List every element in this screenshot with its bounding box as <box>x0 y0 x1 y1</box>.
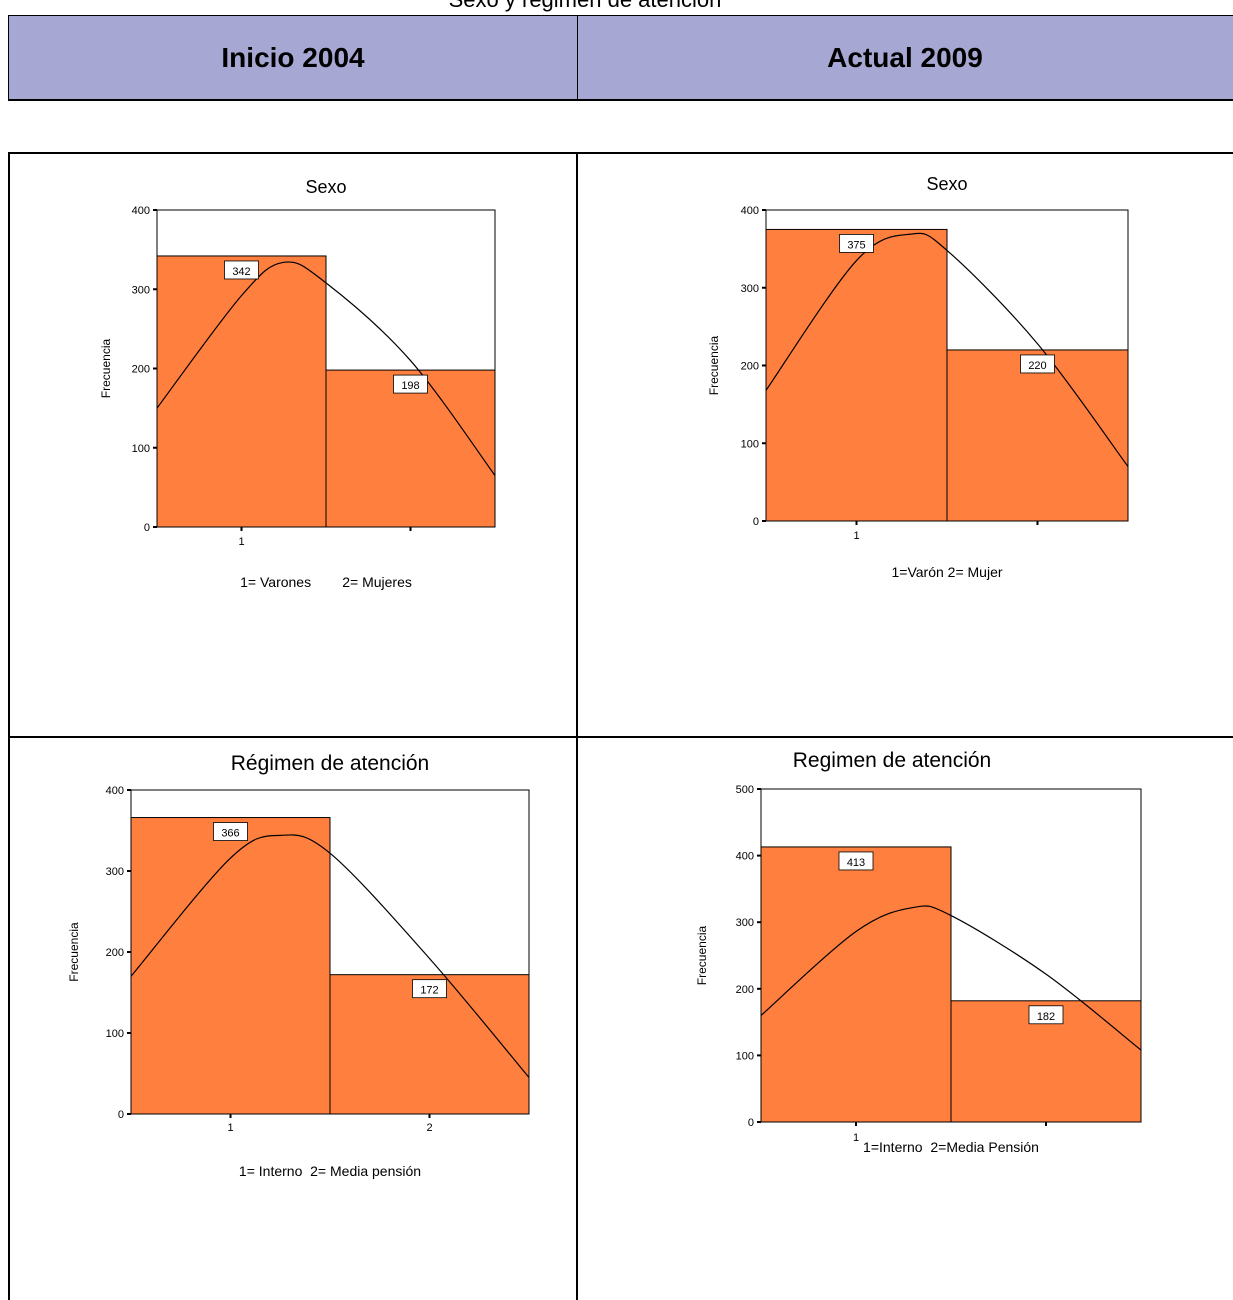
data-label-4-2: 182 <box>1037 1011 1055 1023</box>
bar-2-1 <box>765 228 948 522</box>
y-tick-label-2-300: 300 <box>741 283 759 295</box>
chart-title-2: Sexo <box>926 174 967 194</box>
bar-3-1 <box>130 817 331 1115</box>
data-label-1-2: 198 <box>401 380 419 392</box>
data-label-box-1-1 <box>224 260 259 280</box>
x-axis-label-3: 1= Interno 2= Media pensión <box>239 1163 421 1179</box>
y-tick-label-1-0: 0 <box>144 522 150 534</box>
grid-left-border <box>8 154 10 1300</box>
header-actual-2009: Actual 2009 <box>827 41 983 73</box>
data-label-2-1: 375 <box>847 239 865 251</box>
data-label-4-1: 413 <box>847 857 865 869</box>
x-tick-label-4-1: 1 <box>853 1132 859 1144</box>
x-axis-label-1: 1= Varones 2= Mujeres <box>240 574 412 590</box>
data-label-2-2: 220 <box>1028 360 1046 372</box>
period-header: Inicio 2004 Actual 2009 <box>8 15 1233 101</box>
y-tick-label-1-300: 300 <box>132 284 150 296</box>
y-tick-label-4-200: 200 <box>736 984 754 996</box>
chart-title-3: Régimen de atención <box>231 752 429 775</box>
bar-1-1 <box>156 255 327 528</box>
data-label-3-1: 366 <box>221 828 239 840</box>
normal-curve-1 <box>156 261 496 476</box>
y-tick-label-4-300: 300 <box>736 917 754 929</box>
data-label-box-2-2 <box>1020 354 1055 374</box>
page-title: Sexo y régimen de atención <box>0 0 1170 13</box>
x-tick-label-1-1: 1 <box>238 536 244 548</box>
data-label-box-3-2 <box>412 979 447 999</box>
y-tick-label-2-200: 200 <box>741 361 759 373</box>
grid-center-divider <box>576 154 578 1300</box>
y-tick-label-2-400: 400 <box>741 205 759 217</box>
normal-curve-2 <box>765 232 1129 467</box>
y-axis-label-3: Frecuencia <box>67 922 81 982</box>
charts-grid <box>8 152 1233 1300</box>
data-label-box-2-1 <box>839 234 874 253</box>
y-tick-label-3-100: 100 <box>106 1028 124 1040</box>
y-axis-label-2: Frecuencia <box>707 336 721 396</box>
grid-middle-divider <box>8 736 1233 738</box>
bar-1-2 <box>325 369 496 528</box>
y-tick-label-4-400: 400 <box>736 851 754 863</box>
chart-title-4: Regimen de atención <box>793 749 991 772</box>
data-label-1-1: 342 <box>232 266 250 278</box>
data-label-box-3-1 <box>213 822 248 841</box>
y-tick-label-3-0: 0 <box>118 1109 124 1121</box>
data-label-box-1-2 <box>393 374 428 394</box>
chart-title-1: Sexo <box>305 177 346 197</box>
y-tick-label-3-300: 300 <box>106 866 124 878</box>
bar-4-1 <box>760 846 952 1123</box>
y-axis-label-1: Frecuencia <box>99 339 113 399</box>
x-tick-label-3-2: 2 <box>426 1122 432 1134</box>
header-inicio-2004: Inicio 2004 <box>8 16 578 99</box>
y-tick-label-2-0: 0 <box>753 516 759 528</box>
y-tick-label-4-500: 500 <box>736 784 754 796</box>
y-tick-label-4-100: 100 <box>736 1050 754 1062</box>
y-tick-label-1-200: 200 <box>132 364 150 376</box>
y-tick-label-1-400: 400 <box>132 205 150 217</box>
y-tick-label-3-400: 400 <box>106 785 124 797</box>
bar-2-2 <box>946 349 1129 522</box>
x-tick-label-3-1: 1 <box>227 1122 233 1134</box>
y-tick-label-4-0: 0 <box>748 1117 754 1129</box>
y-tick-label-2-100: 100 <box>741 438 759 450</box>
y-tick-label-3-200: 200 <box>106 947 124 959</box>
data-label-3-2: 172 <box>420 985 438 997</box>
normal-curve-3 <box>130 834 530 1078</box>
y-tick-label-1-100: 100 <box>132 443 150 455</box>
y-axis-label-4: Frecuencia <box>695 926 709 986</box>
x-tick-label-2-1: 1 <box>853 530 859 542</box>
data-label-box-4-2 <box>1028 1005 1064 1025</box>
x-axis-label-4: 1=Interno 2=Media Pensión <box>863 1139 1039 1155</box>
x-axis-label-2: 1=Varón 2= Mujer <box>891 564 1002 580</box>
data-label-box-4-1 <box>838 851 874 871</box>
normal-curve-4 <box>760 905 1142 1051</box>
